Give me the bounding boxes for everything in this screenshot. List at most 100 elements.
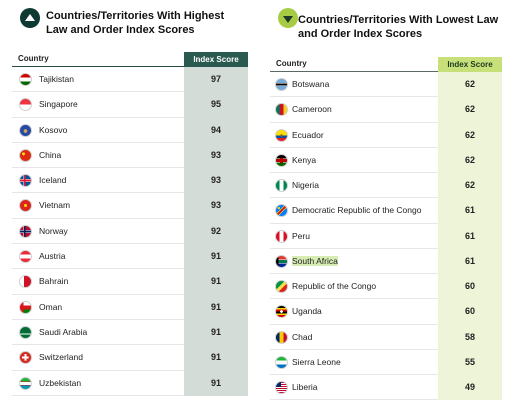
table-row: Republic of the Congo 60 [270, 274, 502, 300]
country-name: Uganda [292, 306, 322, 317]
country-name: Sierra Leone [292, 356, 341, 367]
index-score: 95 [184, 92, 248, 118]
country-name: Chad [292, 331, 313, 342]
table-row: Liberia 49 [270, 375, 502, 401]
index-score: 49 [438, 375, 502, 401]
country-name: Liberia [292, 382, 318, 392]
lowest-scores-title: Countries/Territories With Lowest Law an… [298, 14, 499, 40]
index-score: 61 [438, 223, 502, 249]
index-score: 62 [438, 122, 502, 148]
country-name: Botswana [292, 79, 330, 89]
country-name: Nigeria [292, 180, 319, 190]
lowest-scores-header: Countries/Territories With Lowest Law an… [270, 0, 502, 44]
singapore-flag-icon [19, 98, 32, 112]
oman-flag-icon [19, 300, 32, 314]
index-score: 93 [184, 142, 248, 169]
table-row: Sierra Leone 55 [270, 349, 502, 375]
peru-flag-icon [275, 229, 288, 243]
table-row: Democratic Republic of the Congo 61 [270, 198, 502, 224]
table-row: Cameroon 62 [270, 97, 502, 123]
index-score: 62 [438, 72, 502, 98]
china-flag-icon [19, 148, 32, 162]
austria-flag-icon [19, 250, 32, 264]
table-row: Singapore 95 [12, 92, 248, 118]
ecuador-flag-icon [275, 128, 288, 142]
country-name: Singapore [39, 99, 78, 110]
column-header-index-score: Index Score [438, 57, 502, 72]
drc-flag-icon [275, 204, 288, 218]
index-score: 58 [438, 324, 502, 350]
country-name: Austria [39, 251, 66, 262]
index-score: 60 [438, 274, 502, 300]
iceland-flag-icon [19, 174, 32, 188]
country-name: Bahrain [39, 276, 69, 287]
table-row: Uganda 60 [270, 299, 502, 325]
norway-flag-icon [19, 224, 32, 238]
index-score: 97 [184, 67, 248, 93]
country-name: Vietnam [39, 200, 71, 211]
table-row: Chad 58 [270, 324, 502, 350]
index-score: 91 [184, 370, 248, 396]
table-row: Saudi Arabia 91 [12, 319, 248, 346]
table-row: Botswana 62 [270, 72, 502, 98]
table-header: Country Index Score [12, 52, 248, 67]
arrow-down-icon [278, 8, 298, 28]
country-name: Oman [39, 301, 63, 312]
botswana-flag-icon [275, 78, 288, 91]
arrow-up-icon [20, 8, 40, 28]
table-body: Tajikistan 97 Singapore 95 Kosovo 94 China 93 Ic… [12, 67, 248, 396]
index-score: 91 [184, 319, 248, 346]
table-row: Iceland 93 [12, 168, 248, 194]
chad-flag-icon [275, 330, 288, 344]
column-header-country: Country [18, 54, 49, 63]
cameroon-flag-icon [275, 103, 288, 117]
table-row: Tajikistan 97 [12, 67, 248, 93]
country-name: South Africa [292, 255, 338, 266]
index-score: 94 [184, 117, 248, 143]
table-row: South Africa 61 [270, 248, 502, 274]
sierra-leone-flag-icon [275, 355, 288, 369]
index-score: 55 [438, 349, 502, 375]
index-score: 61 [438, 198, 502, 224]
table-body: Botswana 62 Cameroon 62 Ecuador 62 Kenya 62 Nige… [270, 72, 502, 401]
country-name: Saudi Arabia [39, 326, 88, 337]
country-name: China [39, 149, 62, 160]
liberia-flag-icon [275, 381, 288, 394]
country-name: Kosovo [39, 124, 68, 135]
highest-scores-header: Countries/Territories With Highest Law a… [12, 0, 248, 44]
congo-flag-icon [275, 280, 288, 293]
lowest-scores-table: Country Index Score Botswana 62 Cameroon 62… [270, 57, 502, 401]
highest-scores-table: Country Index Score Tajikistan 97 Singapor… [12, 52, 248, 396]
country-name: Iceland [39, 175, 67, 186]
bahrain-flag-icon [19, 275, 32, 289]
index-score: 91 [184, 244, 248, 270]
table-row: Bahrain 91 [12, 269, 248, 295]
index-score: 93 [184, 168, 248, 194]
table-row: Switzerland 91 [12, 345, 248, 371]
index-score: 91 [184, 294, 248, 320]
country-name: Republic of the Congo [292, 281, 377, 291]
lowest-scores-panel: Countries/Territories With Lowest Law an… [270, 0, 502, 401]
index-score: 62 [438, 173, 502, 199]
index-score: 93 [184, 193, 248, 219]
column-header-country: Country [276, 59, 307, 68]
table-row: Kenya 62 [270, 147, 502, 173]
table-row: Peru 61 [270, 223, 502, 249]
table-row: Ecuador 62 [270, 122, 502, 148]
country-name: Switzerland [39, 352, 83, 363]
highest-scores-panel: Countries/Territories With Highest Law a… [12, 0, 248, 396]
country-name: Cameroon [292, 104, 332, 115]
country-name: Tajikistan [39, 74, 74, 84]
country-name: Uzbekistan [39, 377, 82, 388]
switzerland-flag-icon [19, 351, 32, 365]
index-score: 91 [184, 269, 248, 295]
country-name: Kenya [292, 154, 317, 165]
uganda-flag-icon [275, 305, 288, 319]
column-header-index-score: Index Score [184, 52, 248, 67]
table-row: Oman 91 [12, 294, 248, 320]
table-row: Uzbekistan 91 [12, 370, 248, 396]
vietnam-flag-icon [19, 199, 32, 213]
table-row: Vietnam 93 [12, 193, 248, 219]
kenya-flag-icon [275, 153, 288, 167]
country-name: Peru [292, 230, 310, 241]
